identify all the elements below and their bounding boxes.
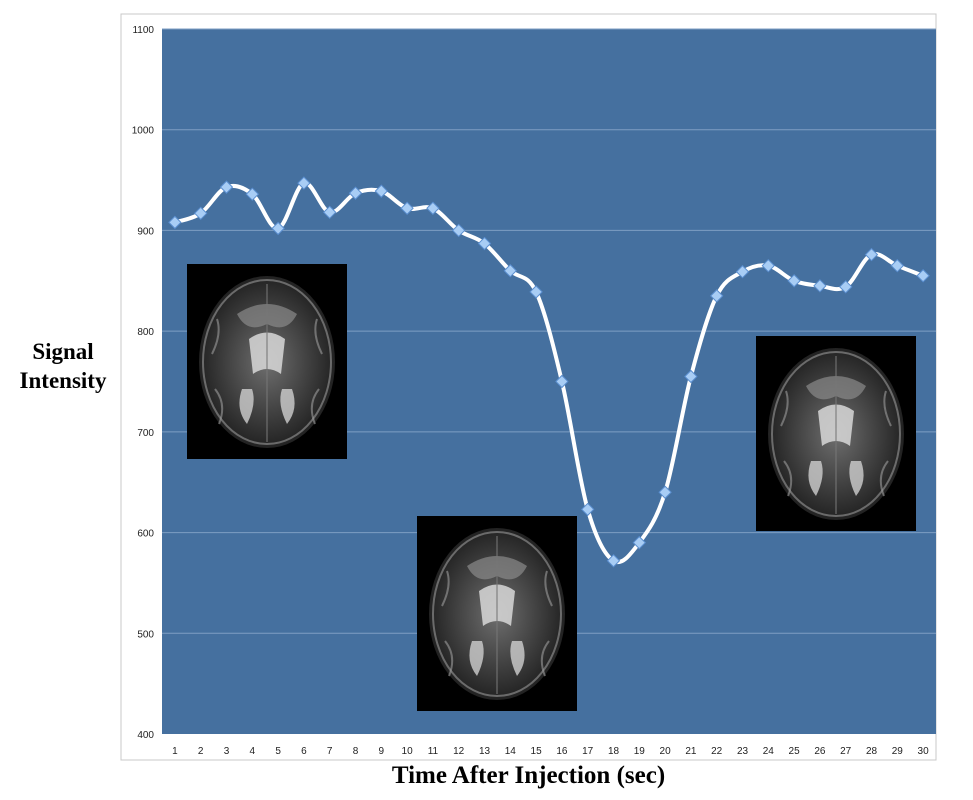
x-tick-label: 11	[428, 746, 439, 757]
data-point-marker	[219, 180, 234, 194]
y-tick-label: 800	[137, 327, 154, 338]
x-tick-label: 17	[582, 746, 594, 757]
x-tick-label: 26	[814, 746, 826, 757]
data-point-marker	[761, 258, 776, 273]
data-point-marker	[245, 187, 260, 201]
data-point-marker	[477, 236, 492, 251]
x-tick-label: 6	[301, 746, 307, 757]
x-tick-label: 25	[789, 746, 801, 757]
x-tick-label: 30	[918, 746, 930, 757]
x-tick-label: 5	[275, 746, 281, 757]
x-tick-label: 14	[505, 746, 517, 757]
x-tick-label: 27	[840, 746, 852, 757]
data-point-marker	[684, 369, 698, 384]
x-tick-label: 22	[711, 746, 723, 757]
y-tick-label: 500	[137, 629, 154, 640]
y-tick-label: 1000	[132, 126, 155, 137]
x-tick-label: 1	[172, 746, 178, 757]
x-tick-label: 15	[531, 746, 543, 757]
data-point-marker	[813, 279, 827, 293]
y-axis-label: Signal Intensity	[19, 339, 107, 393]
x-tick-label: 24	[763, 746, 775, 757]
x-tick-label: 2	[198, 746, 204, 757]
data-point-marker	[890, 258, 905, 273]
y-axis-ticks: 400 500 600 700 800 900 1000 1100	[132, 25, 155, 741]
x-tick-label: 21	[685, 746, 697, 757]
data-point-marker	[503, 264, 518, 278]
x-tick-label: 16	[556, 746, 568, 757]
data-point-marker	[529, 285, 543, 299]
data-point-marker	[916, 269, 930, 283]
data-point-marker	[580, 502, 595, 517]
data-point-marker	[838, 280, 853, 294]
y-tick-label: 700	[137, 428, 154, 439]
data-point-marker	[374, 184, 389, 198]
y-tick-label: 600	[137, 529, 154, 540]
data-point-marker	[632, 535, 647, 550]
x-tick-label: 3	[224, 746, 230, 757]
data-point-marker	[606, 554, 621, 568]
data-point-marker	[271, 221, 285, 236]
data-point-marker	[322, 205, 337, 220]
data-point-marker	[735, 265, 750, 279]
brain-mri-baseline-image	[186, 263, 348, 460]
x-tick-label: 8	[353, 746, 359, 757]
x-tick-label: 23	[737, 746, 749, 757]
brain-mri-recovery-image	[755, 335, 917, 532]
y-tick-label: 400	[137, 730, 154, 741]
x-tick-label: 18	[608, 746, 620, 757]
brain-mri-signal-drop-image	[416, 515, 578, 712]
data-point-marker	[400, 201, 414, 215]
x-axis-label: Time After Injection (sec)	[391, 762, 666, 789]
data-markers	[168, 176, 930, 568]
x-tick-label: 19	[634, 746, 646, 757]
x-tick-label: 7	[327, 746, 333, 757]
x-tick-label: 9	[379, 746, 385, 757]
y-tick-label: 1100	[132, 25, 154, 36]
x-axis-ticks: 1 2 3 4 5 6 7 8 9 10 11 12 13 14 15 16 17 18 19 20 21 22 23 24 2…	[172, 746, 929, 757]
data-point-marker	[426, 201, 440, 215]
data-point-marker	[168, 215, 182, 230]
x-tick-label: 12	[453, 746, 465, 757]
data-point-marker	[555, 374, 569, 389]
y-tick-label: 900	[137, 226, 154, 237]
data-point-marker	[864, 247, 879, 262]
data-point-marker	[658, 485, 672, 499]
x-tick-label: 13	[479, 746, 491, 757]
data-point-marker	[787, 274, 801, 288]
x-tick-label: 4	[250, 746, 256, 757]
data-point-marker	[297, 176, 311, 190]
data-point-marker	[348, 186, 363, 200]
data-point-marker	[709, 289, 724, 303]
x-tick-label: 28	[866, 746, 878, 757]
x-tick-label: 10	[402, 746, 414, 757]
data-point-marker	[451, 223, 466, 238]
data-point-marker	[193, 206, 208, 221]
x-tick-label: 29	[892, 746, 904, 757]
x-tick-label: 20	[660, 746, 672, 757]
